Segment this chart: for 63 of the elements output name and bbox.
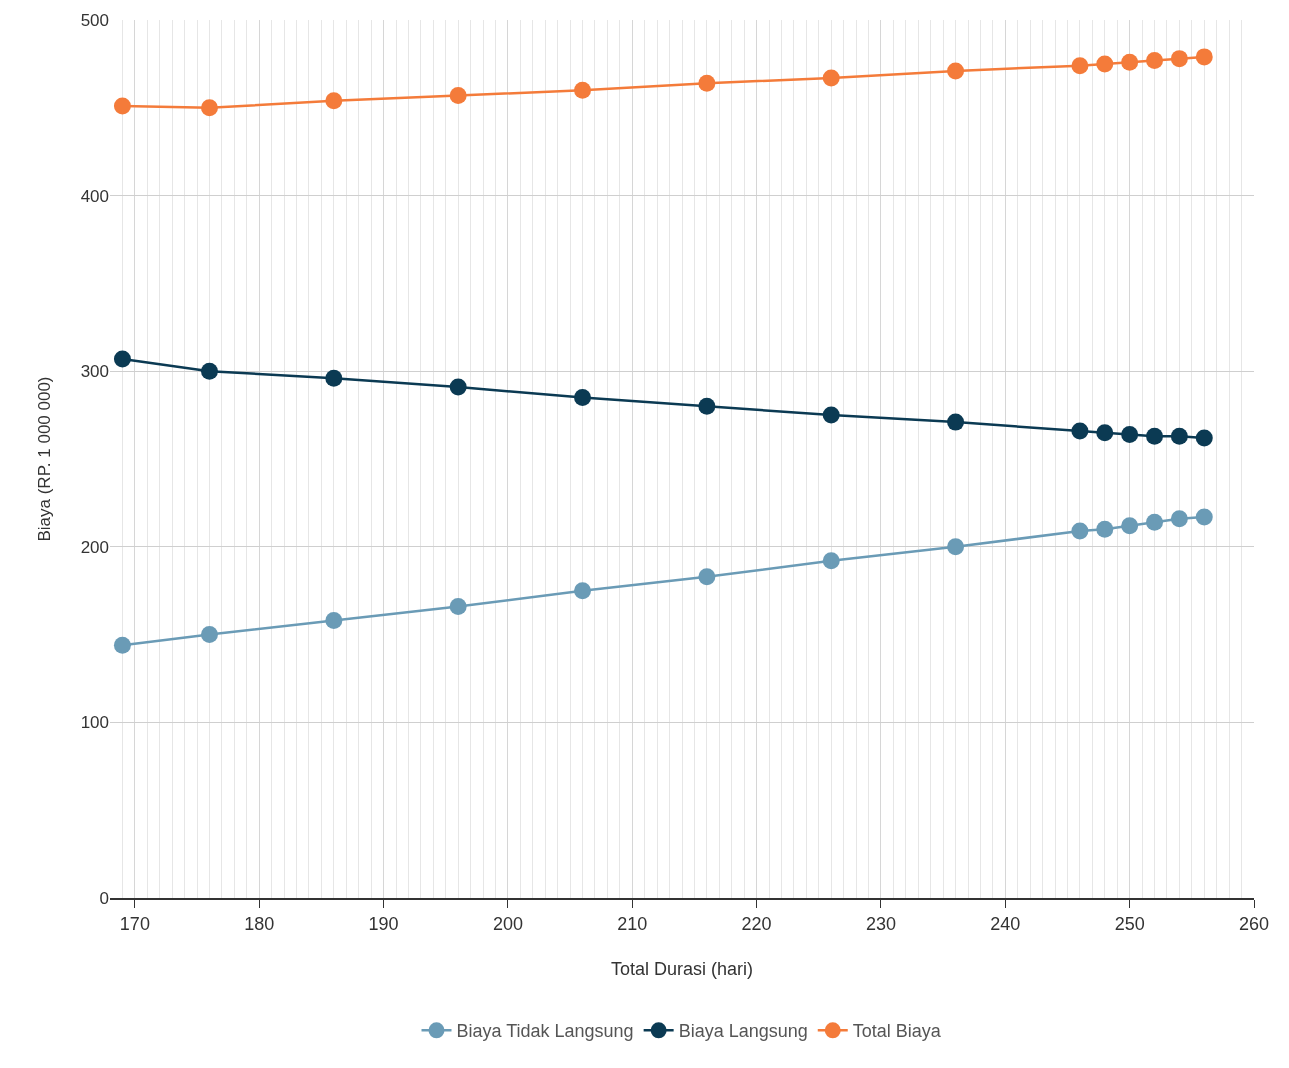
- point: [449, 598, 467, 615]
- x-axis-title: Total Durasi (hari): [610, 959, 754, 980]
- y-tick-label: 200: [80, 537, 109, 557]
- point: [325, 612, 343, 630]
- point: [113, 350, 131, 368]
- y-tick-label: 500: [80, 10, 109, 30]
- point: [1195, 48, 1213, 66]
- point: [574, 582, 592, 600]
- point: [113, 97, 131, 115]
- point: [1146, 427, 1164, 445]
- point: [1121, 517, 1139, 535]
- point: [1096, 424, 1114, 442]
- point: [1146, 513, 1164, 531]
- legend-label: Total Biaya: [852, 1021, 942, 1042]
- point: [822, 69, 840, 87]
- point: [1071, 57, 1089, 75]
- point: [325, 369, 343, 387]
- point: [822, 552, 840, 570]
- point: [698, 74, 716, 92]
- point: [113, 636, 131, 654]
- point: [1170, 50, 1188, 68]
- y-axis-title: Biaya (RP. 1 000 000): [35, 376, 55, 542]
- x-tick-label: 200: [492, 913, 523, 934]
- point: [1071, 522, 1089, 540]
- legend-label: Biaya Langsung: [678, 1021, 808, 1042]
- point: [449, 378, 467, 396]
- point: [200, 362, 218, 380]
- point: [200, 626, 218, 644]
- legend-label: Biaya Tidak Langsung: [456, 1021, 634, 1042]
- x-tick-label: 190: [368, 913, 399, 934]
- x-tick-label: 220: [741, 913, 772, 934]
- point: [1096, 55, 1114, 73]
- point: [200, 99, 218, 117]
- x-tick-label: 170: [119, 913, 150, 934]
- point: [1146, 51, 1164, 69]
- x-tick-label: 180: [244, 913, 275, 934]
- x-tick-label: 230: [865, 913, 896, 934]
- x-tick-label: 240: [990, 913, 1021, 934]
- point: [947, 538, 965, 556]
- y-tick-label: 300: [80, 362, 109, 382]
- point: [1195, 508, 1213, 526]
- point: [822, 406, 840, 424]
- point: [1121, 425, 1139, 443]
- point: [698, 568, 716, 586]
- x-tick-label: 250: [1114, 913, 1145, 934]
- point: [1195, 429, 1213, 447]
- point: [1096, 520, 1114, 538]
- y-tick-label: 0: [99, 888, 109, 908]
- point: [1121, 53, 1139, 71]
- point: [947, 62, 965, 80]
- y-tick-label: 100: [80, 713, 109, 733]
- point: [947, 413, 965, 431]
- point: [698, 397, 716, 415]
- x-tick-label: 210: [617, 913, 648, 934]
- point: [325, 92, 343, 110]
- point: [574, 389, 592, 407]
- point: [1170, 427, 1188, 445]
- point: [1170, 510, 1188, 528]
- point: [1071, 422, 1089, 440]
- point: [449, 87, 467, 104]
- y-tick-label: 400: [80, 186, 109, 206]
- point: [574, 81, 592, 99]
- x-tick-label: 260: [1238, 913, 1270, 934]
